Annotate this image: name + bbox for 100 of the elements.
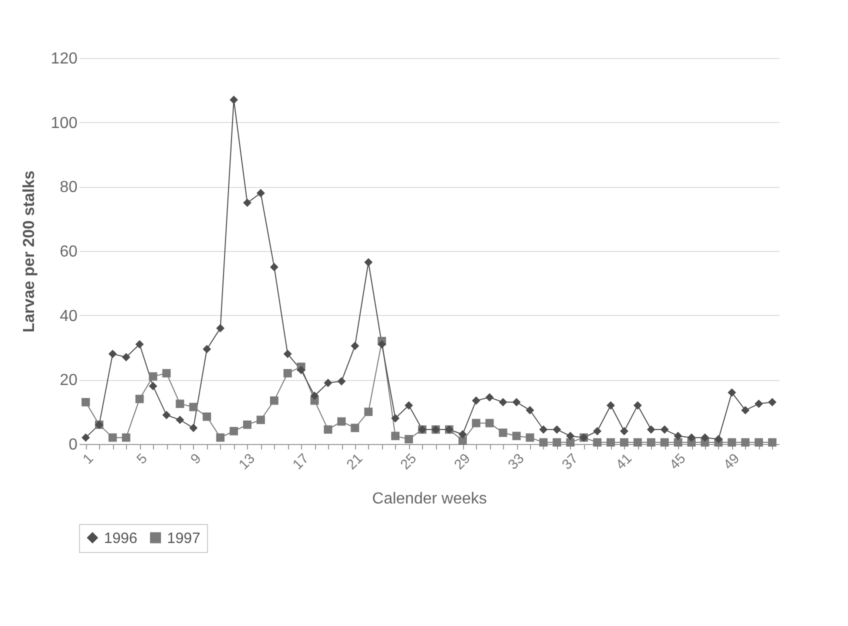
point (82, 433, 90, 442)
x-tick-label: 29 (450, 450, 474, 472)
point (350, 424, 360, 432)
point (216, 324, 225, 332)
point (633, 438, 642, 447)
x-tick-label: 45 (666, 450, 689, 472)
point (391, 414, 400, 422)
point (485, 418, 494, 428)
point (283, 350, 292, 358)
point (566, 432, 575, 440)
point (364, 408, 373, 416)
point (660, 425, 669, 434)
point (189, 402, 198, 412)
y-tick-label: 40 (60, 308, 78, 325)
point (122, 352, 130, 362)
y-tick-label: 60 (60, 244, 78, 260)
point (458, 430, 467, 439)
point (768, 398, 776, 406)
point (606, 401, 615, 410)
legend-label: 1997 (167, 530, 200, 547)
point (108, 433, 117, 442)
y-tick-label: 80 (60, 179, 78, 196)
point (391, 432, 400, 440)
x-tick-label: 5 (133, 450, 150, 467)
point (700, 433, 710, 442)
point (472, 396, 480, 405)
point (378, 340, 386, 348)
point (754, 400, 763, 408)
point (243, 420, 252, 429)
point (189, 424, 198, 432)
x-tick-label: 25 (396, 450, 420, 472)
x-tick-label: 49 (720, 450, 742, 472)
point (498, 398, 508, 406)
point (230, 96, 238, 104)
y-tick-label: 120 (50, 50, 78, 68)
point (310, 392, 319, 400)
y-axis-title: Larvae per 200 stalks (20, 170, 38, 332)
point (768, 438, 776, 447)
x-tick-label: 41 (612, 450, 635, 472)
point (485, 393, 494, 402)
point (754, 438, 763, 447)
point (256, 188, 265, 198)
point (472, 418, 480, 428)
point (324, 378, 332, 388)
point (176, 400, 184, 408)
point (552, 438, 562, 447)
point (606, 438, 615, 447)
point (350, 342, 360, 350)
point (216, 433, 225, 442)
point (202, 412, 212, 421)
point (270, 262, 278, 272)
point (324, 425, 332, 434)
point (660, 438, 669, 447)
point (526, 433, 534, 442)
point (148, 372, 158, 381)
y-tick-label: 100 (50, 114, 78, 132)
point (633, 401, 642, 410)
point (714, 434, 723, 444)
point (620, 426, 628, 436)
point (458, 436, 467, 445)
point (498, 428, 508, 437)
legend-label: 1996 (104, 530, 138, 547)
point (674, 438, 682, 447)
point (243, 198, 252, 207)
point (728, 388, 736, 397)
point (646, 425, 656, 434)
point (687, 433, 696, 442)
x-axis-title: Calender weeks (372, 490, 487, 508)
point (526, 406, 534, 414)
point (337, 377, 346, 386)
point (202, 344, 212, 354)
y-tick-label: 0 (68, 436, 78, 454)
point (512, 432, 521, 440)
x-tick-label: 33 (504, 450, 528, 472)
x-tick-label: 9 (186, 450, 204, 467)
point (135, 340, 144, 348)
point (162, 410, 171, 420)
point (108, 350, 117, 358)
point (296, 366, 306, 374)
point (620, 438, 628, 447)
point (337, 417, 346, 426)
point (135, 394, 144, 404)
x-tick-label: 21 (343, 450, 366, 472)
x-tick-label: 37 (558, 450, 581, 472)
point (552, 425, 562, 434)
point (283, 369, 292, 378)
point (404, 434, 413, 444)
point (539, 425, 548, 434)
point (566, 438, 575, 447)
point (593, 438, 602, 447)
point (122, 433, 130, 442)
point (646, 438, 656, 447)
point (148, 382, 158, 390)
point (82, 398, 90, 406)
point (593, 426, 602, 436)
point (270, 396, 278, 405)
x-tick-label: 13 (235, 450, 258, 472)
point (512, 398, 521, 406)
point (176, 416, 184, 424)
point (539, 438, 548, 447)
